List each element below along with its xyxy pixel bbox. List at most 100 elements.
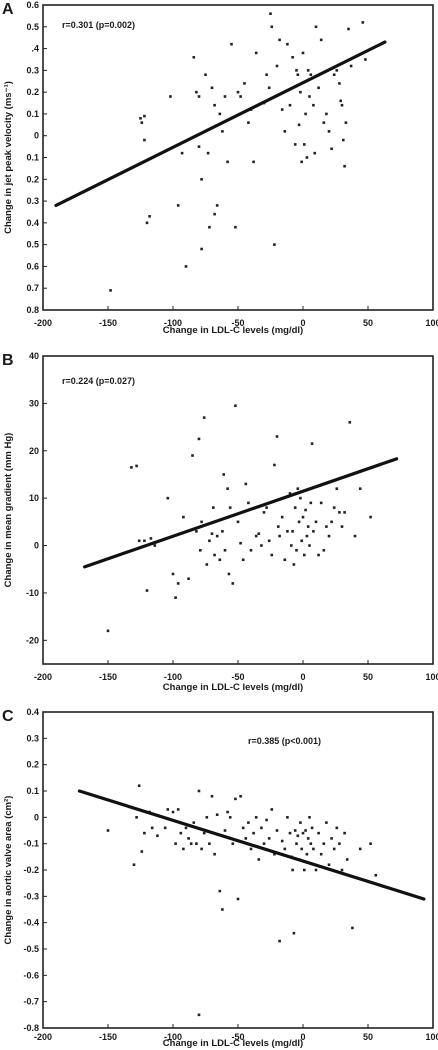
data-point xyxy=(260,826,263,830)
data-point xyxy=(226,160,229,164)
data-point xyxy=(215,534,219,538)
data-point xyxy=(241,826,245,830)
data-point xyxy=(293,506,297,509)
data-point xyxy=(358,847,362,851)
y-tick-label: 20 xyxy=(29,446,39,456)
data-point xyxy=(317,553,320,557)
correlation-annotation: r=0.224 (p=0.027) xyxy=(62,376,135,386)
data-point xyxy=(260,544,263,547)
data-point xyxy=(153,544,157,547)
y-tick-label: -10 xyxy=(26,588,39,598)
data-point xyxy=(143,114,146,118)
data-point xyxy=(176,204,180,207)
y-tick-label: .4 xyxy=(31,44,39,54)
data-point xyxy=(343,831,346,835)
data-point xyxy=(327,863,331,867)
y-tick-label: -0.2 xyxy=(23,865,39,875)
panel-letter: C xyxy=(2,708,14,725)
x-tick-label: -100 xyxy=(164,672,182,682)
data-point xyxy=(234,225,237,229)
data-point xyxy=(218,558,222,562)
data-point xyxy=(270,553,274,557)
data-point xyxy=(312,103,315,107)
data-point xyxy=(265,818,268,822)
y-tick-label: 0.4 xyxy=(26,707,39,717)
data-point xyxy=(296,73,300,77)
data-point xyxy=(309,842,313,845)
data-point xyxy=(197,145,201,148)
data-point xyxy=(109,289,112,292)
data-point xyxy=(305,852,309,856)
y-tick-label: 0.3 xyxy=(26,65,39,75)
data-point xyxy=(213,103,216,107)
data-point xyxy=(297,520,301,524)
data-point xyxy=(222,473,225,476)
data-point xyxy=(140,121,144,124)
data-point xyxy=(317,86,320,90)
data-point xyxy=(369,842,372,845)
data-point xyxy=(308,816,311,819)
data-point xyxy=(338,842,341,845)
x-tick-label: -200 xyxy=(34,318,52,328)
data-point xyxy=(364,58,367,61)
data-point xyxy=(358,487,362,490)
data-point xyxy=(325,112,328,116)
data-point xyxy=(180,151,184,155)
data-point xyxy=(197,789,201,793)
data-point xyxy=(213,852,216,856)
data-point xyxy=(283,847,287,851)
data-point xyxy=(292,931,296,935)
data-point xyxy=(342,138,345,142)
data-point xyxy=(327,534,331,538)
y-tick-label: -0.4 xyxy=(23,918,39,928)
data-point xyxy=(236,897,240,901)
x-tick-label: 100 xyxy=(425,1032,438,1042)
x-axis-title: Change in LDL-C levels (mg/dl) xyxy=(163,325,303,336)
data-point xyxy=(308,544,311,547)
data-point xyxy=(243,82,246,85)
data-point xyxy=(291,868,294,872)
data-point xyxy=(221,530,224,533)
data-point xyxy=(223,95,227,98)
data-point xyxy=(205,563,209,566)
data-point xyxy=(145,221,149,225)
data-point xyxy=(273,243,276,246)
data-point xyxy=(314,520,318,524)
data-point xyxy=(163,826,167,830)
data-point xyxy=(286,530,289,533)
data-point xyxy=(338,82,341,85)
data-point xyxy=(171,810,175,814)
data-point xyxy=(228,506,232,509)
data-point xyxy=(351,926,354,930)
data-point xyxy=(344,121,348,124)
y-tick-label: 0.2 xyxy=(26,760,39,770)
data-point xyxy=(200,520,203,524)
data-point xyxy=(314,25,318,29)
x-tick-label: 0 xyxy=(300,672,305,682)
data-point xyxy=(254,816,258,819)
y-tick-label: -0.3 xyxy=(23,891,39,901)
data-point xyxy=(208,225,211,229)
data-point xyxy=(345,858,349,861)
data-point xyxy=(265,506,268,509)
data-point xyxy=(239,794,242,798)
data-point xyxy=(314,868,318,872)
data-point xyxy=(283,558,287,562)
data-point xyxy=(184,826,188,830)
y-tick-label: 0.1 xyxy=(26,109,39,119)
data-point xyxy=(332,506,336,509)
data-point xyxy=(247,121,250,124)
data-point xyxy=(106,829,110,832)
data-point xyxy=(332,73,336,77)
data-point xyxy=(301,51,305,55)
data-point xyxy=(288,103,292,107)
data-point xyxy=(221,908,224,911)
data-point xyxy=(293,143,297,146)
data-point xyxy=(202,831,206,835)
data-point xyxy=(280,839,284,843)
data-point xyxy=(171,572,175,576)
data-point xyxy=(254,51,258,55)
panel-a: Ar=0.301 (p=0.002) 0.6 0.5 .4 0.3 0.2 0.1 0 0.1 0… xyxy=(2,0,438,336)
data-point xyxy=(288,831,292,835)
